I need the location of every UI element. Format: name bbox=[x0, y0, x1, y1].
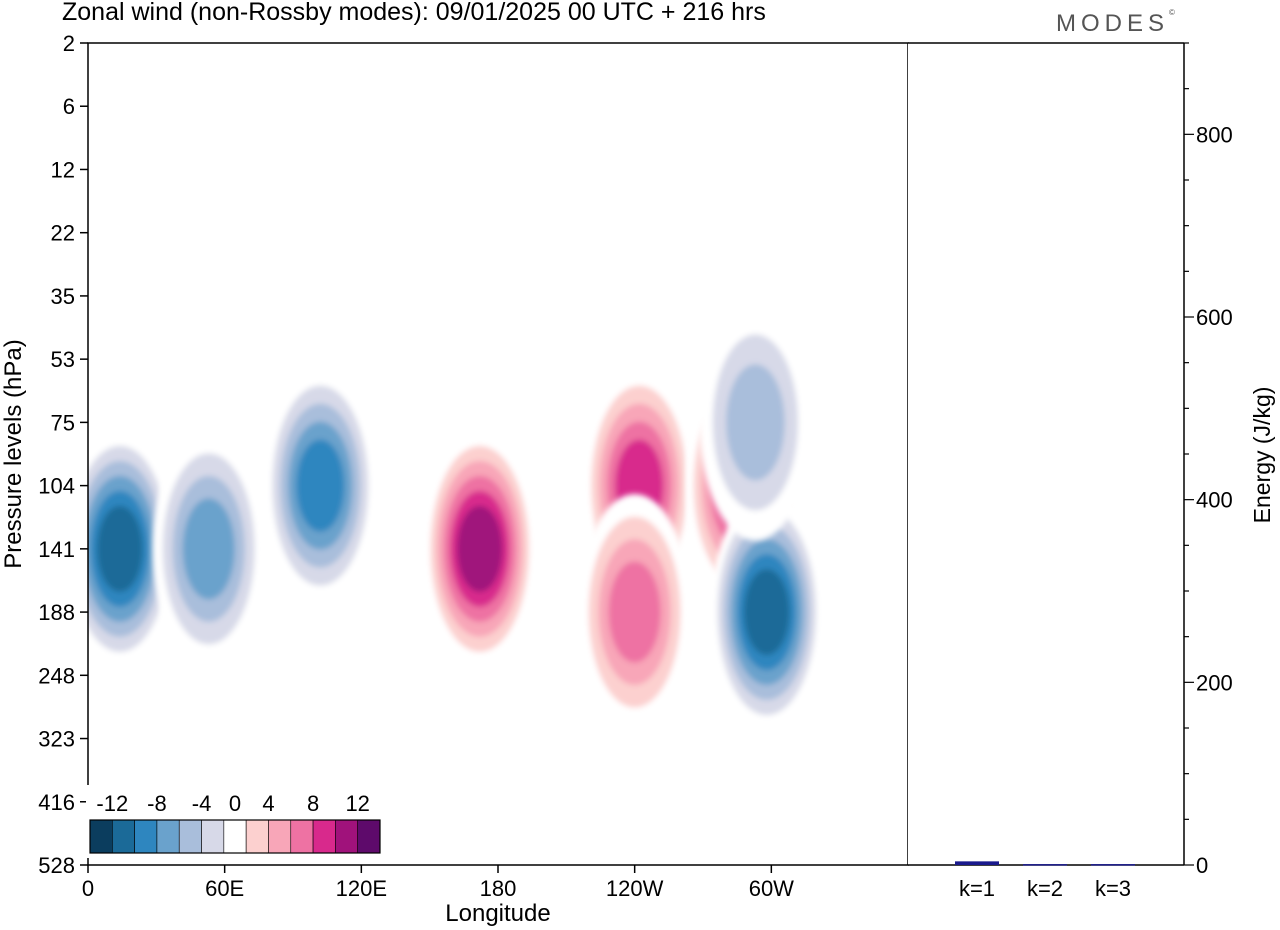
energy-tick-label: 600 bbox=[1196, 305, 1233, 330]
contour-band bbox=[608, 561, 661, 663]
colorbar-swatch bbox=[134, 819, 158, 854]
contour-band bbox=[726, 364, 785, 481]
wind-anomaly-feature bbox=[423, 430, 536, 667]
energy-panel-bg bbox=[908, 43, 1184, 865]
y-tick-label: 6 bbox=[63, 94, 75, 119]
y-tick-label: 12 bbox=[51, 157, 75, 182]
hovmoller-plot bbox=[88, 43, 908, 865]
contour-band bbox=[182, 498, 235, 600]
energy-tick-label: 400 bbox=[1196, 488, 1233, 513]
wind-anomaly-feature bbox=[88, 430, 176, 667]
y-tick-label: 248 bbox=[38, 663, 75, 688]
x-tick-label: 180 bbox=[480, 876, 517, 901]
y-tick-label: 53 bbox=[51, 347, 75, 372]
colorbar-swatch bbox=[201, 819, 225, 854]
colorbar-tick-label: 8 bbox=[307, 791, 319, 816]
colorbar-frame bbox=[89, 819, 381, 854]
y-tick-label: 141 bbox=[38, 537, 75, 562]
colorbar-swatch bbox=[357, 819, 381, 854]
energy-category-label: k=2 bbox=[1027, 876, 1063, 901]
energy-bar bbox=[1091, 864, 1135, 866]
contour-band bbox=[97, 505, 143, 592]
wind-anomaly-feature bbox=[578, 494, 691, 731]
contour-band bbox=[744, 569, 790, 656]
colorbar-swatch bbox=[245, 819, 269, 854]
x-axis-label: Longitude bbox=[445, 900, 550, 927]
colorbar-swatch bbox=[268, 819, 292, 854]
x-tick-label: 0 bbox=[82, 876, 94, 901]
energy-category-label: k=1 bbox=[959, 876, 995, 901]
contour-band bbox=[457, 505, 503, 592]
energy-bar-panel: 0 200 400 600 800 k=1 k=2 k=3 bbox=[908, 42, 1233, 901]
energy-axis-label: Energy (J/kg) bbox=[1249, 387, 1275, 524]
y-tick-label: 22 bbox=[51, 221, 75, 246]
y-tick-label: 2 bbox=[63, 31, 75, 56]
colorbar-swatch bbox=[178, 819, 202, 854]
y-tick-label: 323 bbox=[38, 727, 75, 752]
y-tick-label: 416 bbox=[38, 790, 75, 815]
y-tick-label: 35 bbox=[51, 284, 75, 309]
energy-tick-label: 800 bbox=[1196, 122, 1233, 147]
wind-anomaly-feature bbox=[710, 494, 823, 731]
colorbar-tick-label: -12 bbox=[96, 791, 128, 816]
colorbar-tick-label: 4 bbox=[262, 791, 274, 816]
wind-anomaly-feature bbox=[264, 367, 377, 604]
colorbar-swatch bbox=[290, 819, 314, 854]
energy-tick-label: 0 bbox=[1196, 853, 1208, 878]
energy-bar bbox=[955, 861, 999, 865]
colorbar-swatch bbox=[312, 819, 336, 854]
contour-band bbox=[296, 439, 345, 532]
energy-bar bbox=[1023, 864, 1067, 866]
colorbar-tick-label: -8 bbox=[147, 791, 167, 816]
colorbar-tick-label: -4 bbox=[192, 791, 212, 816]
colorbar-legend: -12 -8 -4 0 4 8 12 bbox=[86, 785, 384, 858]
colorbar-swatch bbox=[156, 819, 180, 854]
energy-tick-label: 200 bbox=[1196, 670, 1233, 695]
y-tick-label: 75 bbox=[51, 410, 75, 435]
y-tick-label: 528 bbox=[38, 853, 75, 878]
colorbar-swatch bbox=[112, 819, 135, 854]
colorbar-tick-label: 0 bbox=[229, 791, 241, 816]
x-tick-label: 60E bbox=[205, 876, 244, 901]
colorbar-swatch bbox=[335, 819, 358, 854]
colorbar-swatch bbox=[89, 819, 113, 854]
chart-title: Zonal wind (non-Rossby modes): 09/01/202… bbox=[62, 0, 766, 26]
colorbar-swatch bbox=[223, 819, 247, 854]
main-axes: 0 60E 120E 180 120W 60W 2 6 12 22 35 53 75 104 141 188 2… bbox=[38, 31, 794, 901]
energy-category-label: k=3 bbox=[1095, 876, 1131, 901]
y-axis-label: Pressure levels (hPa) bbox=[0, 339, 27, 568]
wind-anomaly-feature bbox=[699, 304, 812, 541]
y-tick-label: 188 bbox=[38, 600, 75, 625]
x-tick-label: 60W bbox=[749, 876, 794, 901]
x-tick-label: 120W bbox=[606, 876, 664, 901]
colorbar-tick-label: 12 bbox=[345, 791, 369, 816]
wind-anomaly-feature bbox=[152, 430, 265, 667]
modes-logo: MODES© bbox=[1056, 8, 1175, 37]
x-tick-label: 120E bbox=[336, 876, 387, 901]
y-tick-label: 104 bbox=[38, 474, 75, 499]
